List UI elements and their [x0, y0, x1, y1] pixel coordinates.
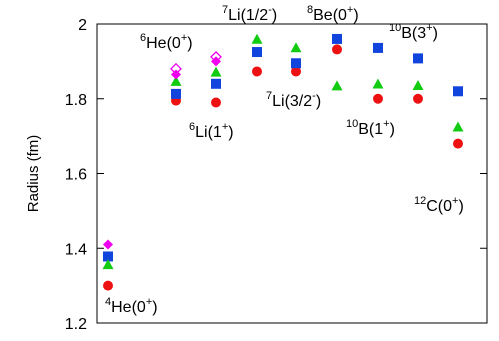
nucleus-label: 8Be(0+)	[307, 4, 359, 24]
data-points	[102, 33, 464, 291]
nucleus-label: 4He(0+)	[105, 296, 158, 316]
point-square	[413, 53, 423, 64]
point-open-diamond	[210, 50, 222, 63]
y-tick-label: 2	[78, 17, 87, 34]
point-triangle	[210, 66, 222, 77]
y-tick-label: 1.8	[65, 92, 87, 109]
point-square	[103, 251, 113, 262]
point-triangle	[412, 80, 424, 91]
y-tick-label: 1.6	[65, 167, 87, 184]
point-triangle	[290, 42, 302, 53]
point-square	[332, 33, 342, 44]
y-tick-label: 1.4	[65, 241, 87, 258]
nucleus-label: 6He(0+)	[140, 32, 193, 52]
point-triangle	[102, 259, 114, 270]
y-tick-label: 1.2	[65, 316, 87, 333]
point-square	[291, 58, 301, 69]
point-circle	[453, 138, 463, 149]
point-triangle	[331, 80, 343, 91]
point-circle	[291, 66, 301, 77]
point-square	[373, 42, 383, 53]
nucleus-label: 7Li(3/2-)	[266, 90, 321, 110]
point-circle	[252, 66, 262, 77]
point-open-diamond	[170, 62, 182, 75]
y-axis-ticks	[97, 23, 487, 324]
y-axis-title: Radius (fm)	[25, 135, 42, 213]
point-square	[453, 86, 463, 97]
y-axis-tick-labels: 1.2 1.4 1.6 1.8 2	[65, 17, 87, 333]
nucleus-label: 7Li(1/2-)	[222, 4, 277, 24]
nucleus-labels: 4He(0+) 6He(0+) 6Li(1+) 7Li(1/2-) 7Li(3/2-) 8…	[105, 4, 464, 316]
nucleus-label: 10B(3+)	[389, 22, 438, 42]
nucleus-label: 6Li(1+)	[189, 121, 234, 141]
point-circle	[332, 44, 342, 55]
point-circle	[373, 93, 383, 104]
point-diamond	[103, 239, 113, 250]
point-triangle	[372, 78, 384, 89]
point-triangle	[170, 75, 182, 86]
nucleus-label: 12C(0+)	[414, 195, 464, 215]
point-circle	[103, 280, 113, 291]
point-circle	[413, 93, 423, 104]
point-square	[211, 78, 221, 89]
point-triangle	[251, 33, 263, 44]
point-circle	[211, 97, 221, 108]
point-square	[171, 88, 181, 99]
point-triangle	[452, 121, 464, 132]
point-square	[252, 47, 262, 58]
nucleus-label: 10B(1+)	[346, 118, 395, 138]
